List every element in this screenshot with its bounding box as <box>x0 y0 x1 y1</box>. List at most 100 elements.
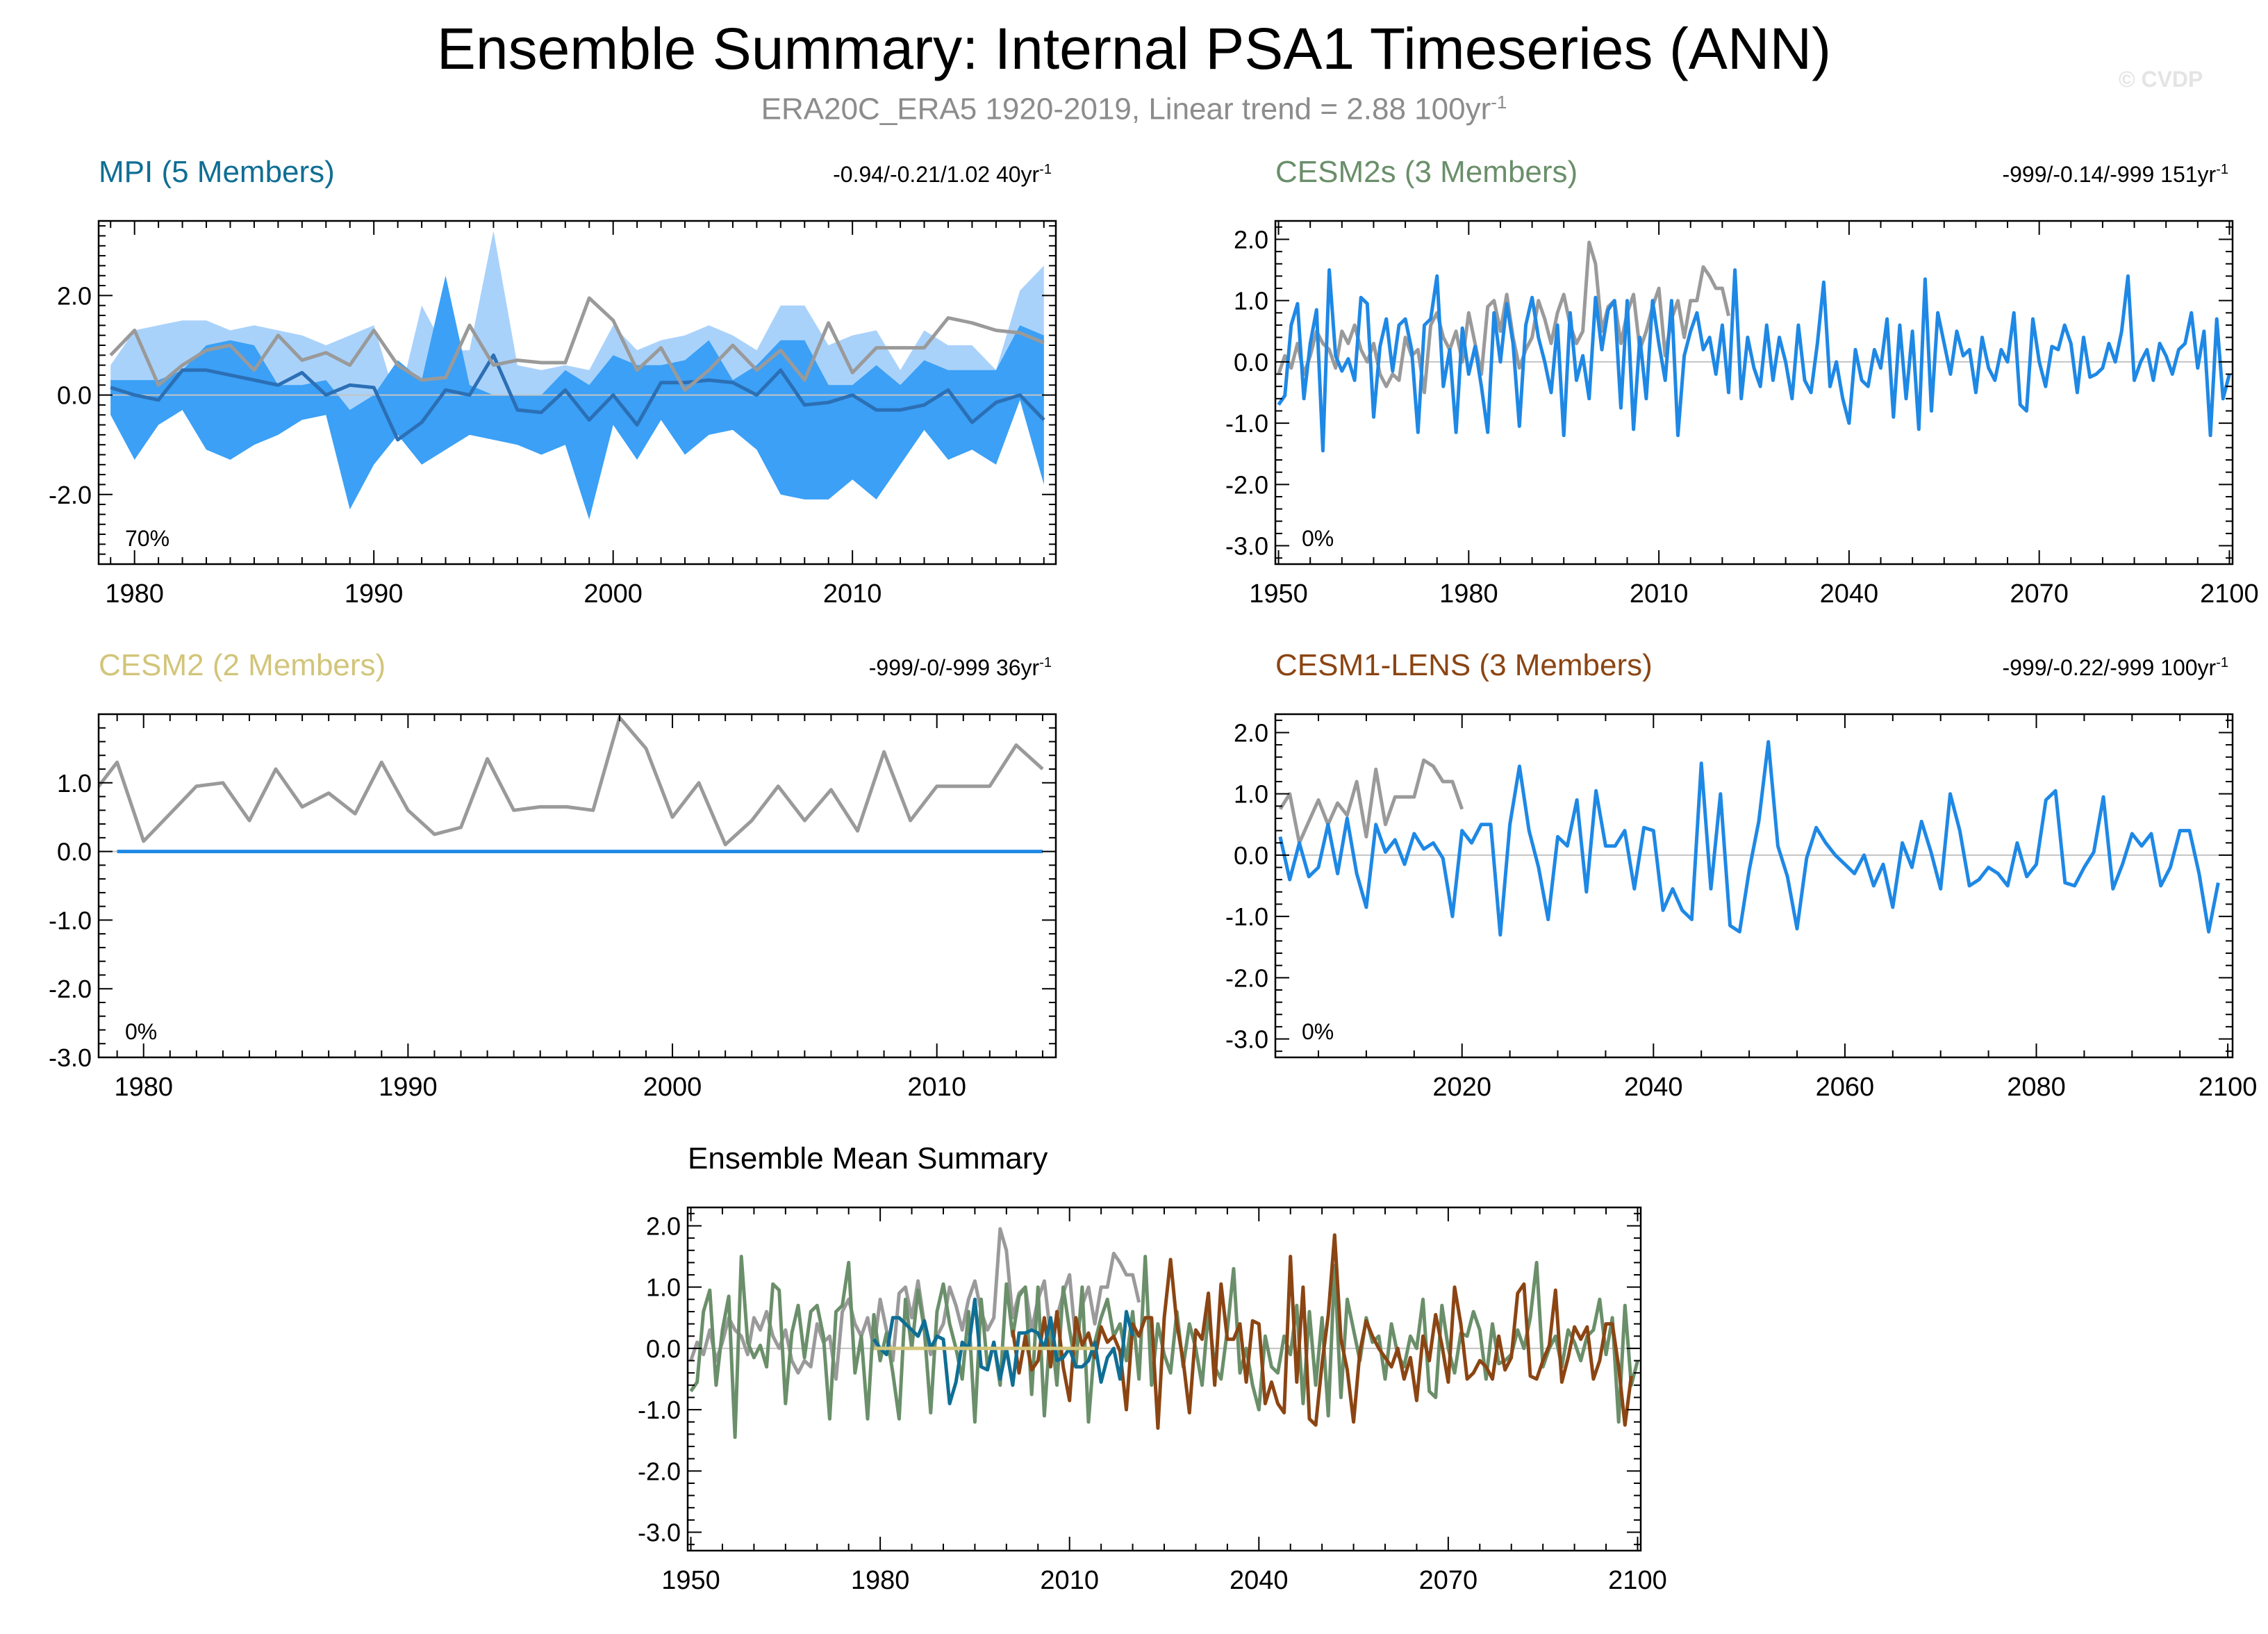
plot-area <box>1275 740 2233 937</box>
series-ens-mean <box>110 353 1045 442</box>
y-tick-label: -2.0 <box>49 481 92 509</box>
y-tick-label: 0.0 <box>646 1335 681 1363</box>
panel-cesm1: -3.0 -2.0 -1.0 0.0 1.0 2.0 2020 2040 2060 2080 210… <box>1225 648 2257 1102</box>
plot-area <box>688 1227 1641 1439</box>
x-tick-label: 2040 <box>1230 1566 1289 1595</box>
panel-title: CESM2 (2 Members) <box>99 648 386 682</box>
series-model <box>1277 268 2231 453</box>
y-tick-label: -2.0 <box>1225 470 1268 499</box>
plot-area <box>99 231 1056 520</box>
x-tick-label: 2000 <box>583 579 643 609</box>
y-tick-label: -1.0 <box>1225 902 1268 931</box>
panel-title: Ensemble Mean Summary <box>688 1141 1048 1175</box>
y-tick-label: 2.0 <box>1234 718 1268 747</box>
x-tick-label: 1980 <box>851 1566 910 1595</box>
plot-frame <box>1274 713 2234 1059</box>
y-tick-label: 0.0 <box>57 381 92 410</box>
x-tick-label: 1980 <box>105 579 164 609</box>
panel-stats-sup: -1 <box>2216 655 2228 670</box>
x-tick-label: 1950 <box>661 1566 720 1595</box>
panel-percent: 0% <box>1302 1019 1334 1044</box>
panel-cesm2s: -3.0 -2.0 -1.0 0.0 1.0 2.0 1950 1980 2010 2040 207… <box>1225 155 2259 609</box>
x-tick-label: 1990 <box>345 579 404 609</box>
series-cesm2s <box>689 1255 1639 1439</box>
subtitle-text: ERA20C_ERA5 1920-2019, Linear trend = 2.… <box>761 92 1491 126</box>
panel-stats: -999/-0.14/-999 151yr-1 <box>2002 162 2228 187</box>
panel-mpi: -2.0 0.0 2.0 1980 1990 2000 2010 MPI (5 Members… <box>49 155 1057 609</box>
series-obs <box>99 716 1044 847</box>
y-tick-label: -2.0 <box>49 975 92 1003</box>
x-tick-label: 2000 <box>643 1073 702 1102</box>
x-tick-label: 2040 <box>1624 1073 1683 1102</box>
y-tick-label: -2.0 <box>638 1457 681 1485</box>
panel-percent: 0% <box>125 1019 157 1044</box>
panel-title: MPI (5 Members) <box>99 155 335 189</box>
y-tick-label: -1.0 <box>1225 409 1268 438</box>
y-tick-label: -1.0 <box>638 1396 681 1424</box>
y-tick-label: 2.0 <box>646 1212 681 1240</box>
panel-title: CESM2s (3 Members) <box>1275 155 1578 189</box>
band-inner <box>110 275 1044 520</box>
panel-stats-text: -999/-0.14/-999 151yr <box>2002 162 2216 187</box>
y-tick-label: -3.0 <box>638 1519 681 1547</box>
panel-percent: 0% <box>1302 526 1334 551</box>
panel-title: CESM1-LENS (3 Members) <box>1275 648 1653 682</box>
x-tick-label: 1990 <box>379 1073 438 1102</box>
x-tick-label: 2010 <box>1630 579 1689 609</box>
x-tick-label: 2070 <box>2010 579 2069 609</box>
y-tick-label: 1.0 <box>1234 780 1268 809</box>
figure-title: Ensemble Summary: Internal PSA1 Timeseri… <box>436 16 1832 81</box>
y-tick-label: 0.0 <box>1234 841 1268 870</box>
panel-percent: 70% <box>125 526 169 551</box>
y-tick-label: -3.0 <box>1225 1025 1268 1054</box>
x-tick-label: 2060 <box>1816 1073 1875 1102</box>
panel-stats: -999/-0.22/-999 100yr-1 <box>2002 655 2228 680</box>
series-obs <box>109 296 1045 392</box>
y-tick-label: -3.0 <box>49 1043 92 1072</box>
panel-stats-text: -999/-0/-999 36yr <box>869 655 1040 680</box>
x-tick-label: 2010 <box>907 1073 966 1102</box>
y-tick-label: 2.0 <box>57 281 92 310</box>
y-tick-label: 1.0 <box>1234 287 1268 315</box>
plot-area <box>1275 240 2233 453</box>
plot-frame <box>97 220 1057 566</box>
panel-stats-sup: -1 <box>1039 162 1052 177</box>
plot-frame <box>97 713 1057 1059</box>
panel-summary: -3.0 -2.0 -1.0 0.0 1.0 2.0 1950 1980 2010 2040 207… <box>638 1141 1667 1595</box>
x-tick-label: 2100 <box>1608 1566 1667 1595</box>
x-tick-label: 1980 <box>1439 579 1498 609</box>
x-tick-label: 2020 <box>1432 1073 1491 1102</box>
y-tick-label: 0.0 <box>1234 348 1268 377</box>
x-tick-label: 2070 <box>1419 1566 1478 1595</box>
panel-stats-sup: -1 <box>2216 162 2228 177</box>
y-tick-label: -1.0 <box>49 906 92 934</box>
x-tick-label: 2010 <box>1040 1566 1099 1595</box>
y-tick-label: 1.0 <box>646 1273 681 1302</box>
y-tick-label: 2.0 <box>1234 225 1268 254</box>
panel-stats-sup: -1 <box>1039 655 1052 670</box>
plot-area <box>99 716 1056 854</box>
panel-cesm2: -3.0 -2.0 -1.0 0.0 1.0 1980 1990 2000 2010 CESM2 … <box>49 648 1057 1102</box>
series-mpi <box>872 1297 1135 1405</box>
panel-stats-text: -0.94/-0.21/1.02 40yr <box>833 162 1039 187</box>
subtitle-sup: -1 <box>1491 92 1507 113</box>
x-tick-label: 2040 <box>1820 579 1879 609</box>
x-tick-label: 2100 <box>2200 579 2259 609</box>
x-tick-label: 1950 <box>1249 579 1308 609</box>
y-tick-label: -2.0 <box>1225 964 1268 992</box>
series-cesm1-lens <box>1011 1233 1633 1430</box>
x-tick-label: 2010 <box>823 579 882 609</box>
x-tick-label: 2100 <box>2199 1073 2258 1102</box>
series-obs <box>1278 758 1464 845</box>
y-tick-label: 0.0 <box>57 838 92 866</box>
y-tick-label: -3.0 <box>1225 532 1268 561</box>
figure-subtitle: ERA20C_ERA5 1920-2019, Linear trend = 2.… <box>0 92 2268 127</box>
panel-stats-text: -999/-0.22/-999 100yr <box>2002 655 2216 680</box>
x-tick-label: 1980 <box>114 1073 173 1102</box>
watermark: © CVDP <box>2119 67 2203 92</box>
y-tick-label: 1.0 <box>57 769 92 798</box>
x-tick-label: 2080 <box>2007 1073 2066 1102</box>
panel-stats: -0.94/-0.21/1.02 40yr-1 <box>833 162 1052 187</box>
